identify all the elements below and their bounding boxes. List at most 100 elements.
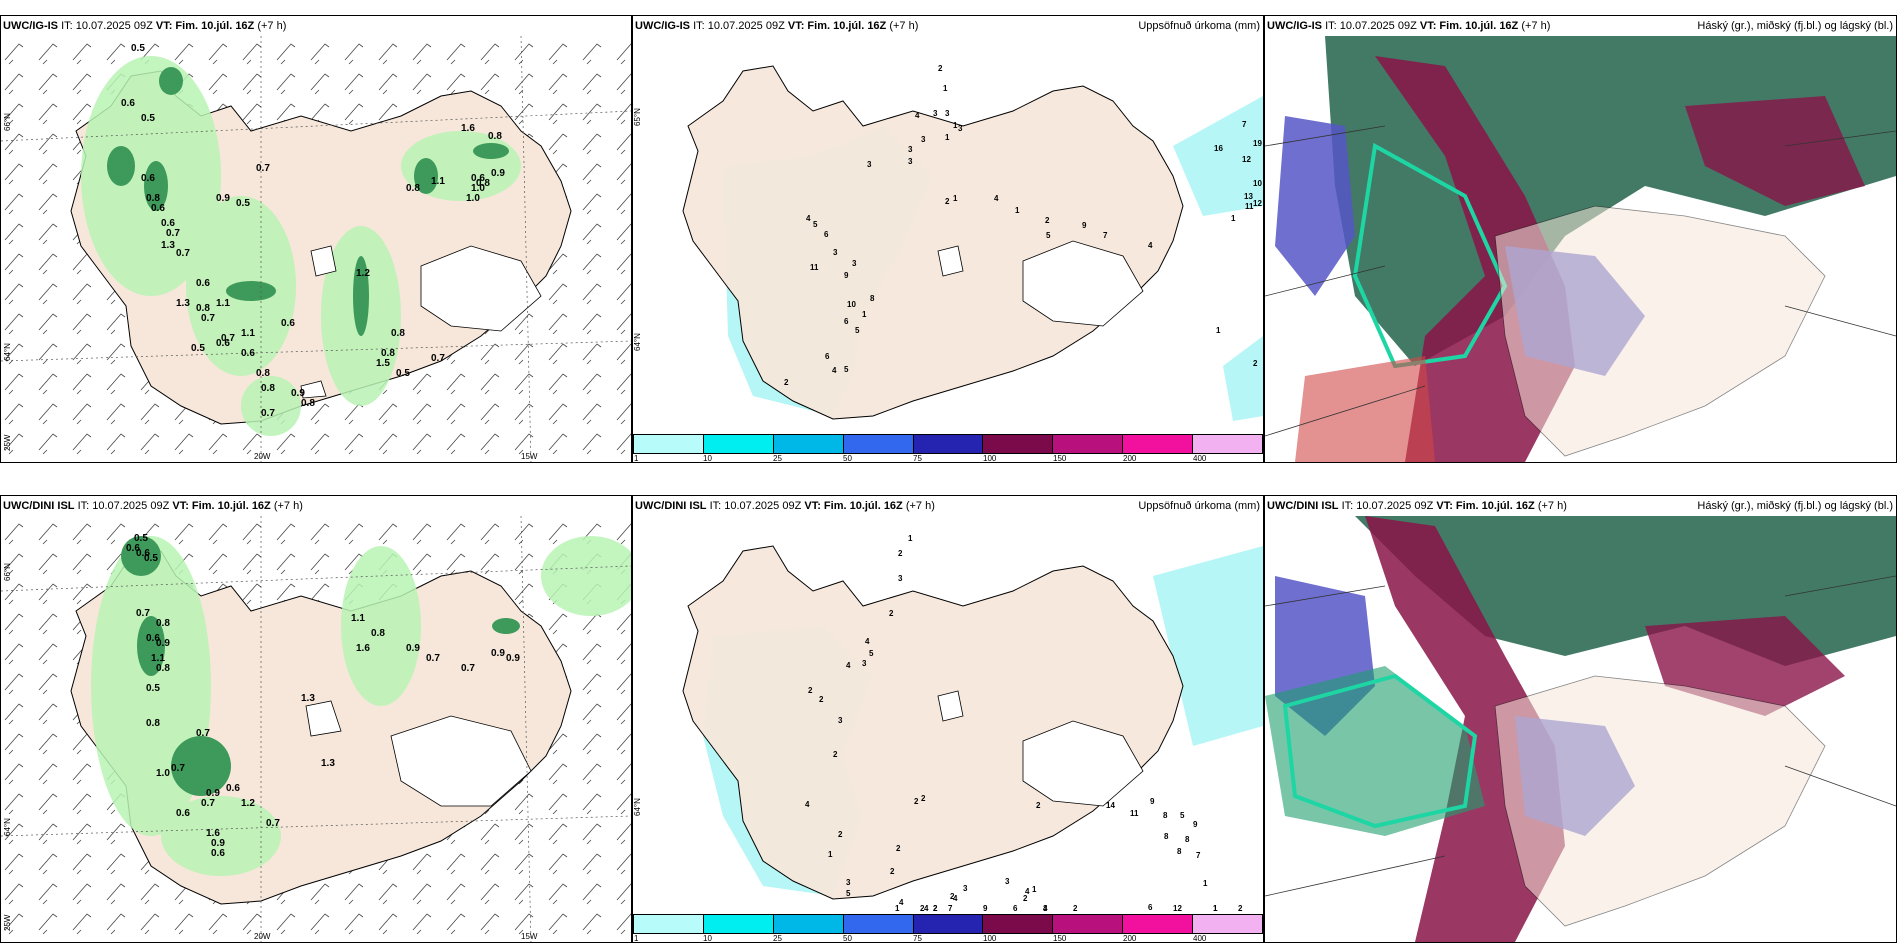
value-label: 3 xyxy=(958,124,963,133)
value-label: 1.0 xyxy=(466,193,480,204)
cloud-cyan-outline xyxy=(1352,142,1508,369)
glacier-langjokull xyxy=(937,245,964,277)
map-panel-top-right: UWC/IG-IS IT: 10.07.2025 09Z VT: Fim. 10… xyxy=(1264,15,1897,463)
panel-title: Háský (gr.), miðský (fj.bl.) og lágský (… xyxy=(1697,20,1893,32)
grid-lines xyxy=(1265,125,1896,437)
value-label: 4 xyxy=(846,661,851,670)
value-label: 1 xyxy=(1213,904,1218,913)
grid-lines xyxy=(1,516,631,942)
value-label: 0.7 xyxy=(426,653,440,664)
value-label: 2 xyxy=(1045,216,1050,225)
value-label: 1 xyxy=(1231,214,1236,223)
value-label: 14 xyxy=(1106,801,1115,810)
legend-ticks: 1 10 25 50 75 100 150 200 400 xyxy=(633,934,1263,943)
value-label: 0.9 xyxy=(156,638,170,649)
value-label: 3 xyxy=(921,135,926,144)
value-label: 1.2 xyxy=(241,798,255,809)
value-label: 3 xyxy=(846,878,851,887)
precip-wind-map: 0.50.60.50.60.80.60.60.71.30.70.61.3 0.8 1… xyxy=(1,36,631,462)
value-label: 0.8 xyxy=(391,328,405,339)
valid-time: VT: Fim. 10.júl. 16Z xyxy=(1436,500,1535,512)
value-label: 3 xyxy=(933,109,938,118)
value-label: 4 xyxy=(953,894,958,903)
legend-ticks: 1 10 25 50 75 100 150 200 400 xyxy=(633,454,1263,463)
value-label: 0.6 xyxy=(226,783,240,794)
value-label: 1 xyxy=(1032,885,1037,894)
value-label: 11 xyxy=(1130,809,1139,818)
issue-time: IT: 10.07.2025 09Z xyxy=(77,500,170,512)
value-label: 2 xyxy=(945,197,950,206)
value-label: 0.6 xyxy=(211,848,225,859)
legend-swatch xyxy=(913,915,984,933)
legend-tick: 400 xyxy=(1193,934,1207,943)
model-name: UWC/IG-IS xyxy=(1267,20,1322,32)
value-label: 0.6 xyxy=(161,218,175,229)
value-label: 0.8 xyxy=(488,131,502,142)
value-label: 4 xyxy=(899,898,904,907)
value-label: 3 xyxy=(963,884,968,893)
map-panel-top-left: UWC/IG-IS IT: 10.07.2025 09Z VT: Fim. 10… xyxy=(0,15,632,463)
value-label: 0.8 xyxy=(156,618,170,629)
value-label: 1.6 xyxy=(356,643,370,654)
value-label: 4 xyxy=(806,214,811,223)
value-label: 2 xyxy=(914,797,919,806)
issue-time: IT: 10.07.2025 09Z xyxy=(1341,500,1434,512)
legend-tick: 200 xyxy=(1123,454,1137,463)
value-label: 1.1 xyxy=(151,653,165,664)
value-label: 0.6 xyxy=(281,318,295,329)
accum-legend xyxy=(633,914,1263,934)
legend-swatch xyxy=(634,915,704,933)
value-label: 0.5 xyxy=(144,553,158,564)
value-label: 4 xyxy=(1025,887,1030,896)
value-label: 2 xyxy=(890,867,895,876)
legend-tick: 1 xyxy=(634,454,639,463)
value-label: 1.0 xyxy=(156,768,170,779)
value-label: 6 xyxy=(825,352,830,361)
value-label: 3 xyxy=(908,145,913,154)
issue-time: IT: 10.07.2025 09Z xyxy=(709,500,802,512)
lon-label-20w: 20W xyxy=(254,452,271,461)
value-label: 2 xyxy=(898,549,903,558)
legend-swatch xyxy=(1193,435,1263,453)
value-label: 0.7 xyxy=(171,763,185,774)
cloud-low-area xyxy=(1275,116,1355,296)
value-label: 0.8 xyxy=(381,348,395,359)
legend-swatch xyxy=(843,915,914,933)
lon-label-15w: 15W xyxy=(521,932,538,941)
value-label: 1 xyxy=(1216,326,1221,335)
value-label: 0.6 xyxy=(471,173,485,184)
value-label: 0.6 xyxy=(136,548,150,559)
value-label: 5 xyxy=(1046,231,1051,240)
precip-values: 0.50.60.60.50.70.80.60.91.10.80.50.80.71… xyxy=(126,533,520,859)
value-label: 0.5 xyxy=(236,198,250,209)
precip-heavy xyxy=(107,67,509,336)
lat-label-66n: 66°N xyxy=(3,113,12,131)
legend-tick: 10 xyxy=(703,454,712,463)
value-label: 6 xyxy=(824,230,829,239)
lead-time: (+7 h) xyxy=(1521,20,1551,32)
legend-tick: 50 xyxy=(843,934,852,943)
value-label: 2 xyxy=(808,686,813,695)
map-panel-top-middle: UWC/IG-IS IT: 10.07.2025 09Z VT: Fim. 10… xyxy=(632,15,1264,463)
issue-time: IT: 10.07.2025 09Z xyxy=(1325,20,1417,32)
value-label: 0.9 xyxy=(506,653,520,664)
legend-tick: 25 xyxy=(773,934,782,943)
value-label: 3 xyxy=(1043,904,1048,913)
value-label: 0.8 xyxy=(476,178,490,189)
value-label: 0.6 xyxy=(196,278,210,289)
value-label: 1.2 xyxy=(356,268,370,279)
value-label: 2 xyxy=(896,844,901,853)
value-label: 0.7 xyxy=(431,353,445,364)
value-label: 8 xyxy=(1163,811,1168,820)
value-label: 2 xyxy=(784,378,789,387)
value-label: 4 xyxy=(865,637,870,646)
value-label: 0.8 xyxy=(256,368,270,379)
legend-swatch xyxy=(843,435,914,453)
valid-time: VT: Fim. 10.júl. 16Z xyxy=(787,20,887,32)
issue-time: IT: 10.07.2025 09Z xyxy=(693,20,785,32)
iceland-land xyxy=(1494,675,1826,927)
value-label: 4 xyxy=(1148,241,1153,250)
value-label: 19 xyxy=(1253,139,1262,148)
value-label: 0.6 xyxy=(146,633,160,644)
